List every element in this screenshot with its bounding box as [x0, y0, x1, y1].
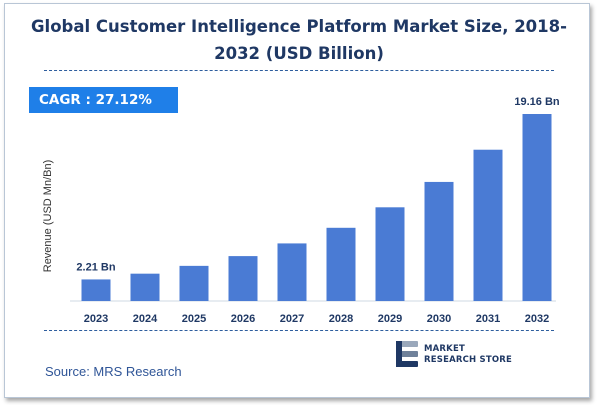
title-divider-top: [44, 70, 554, 71]
data-label-2023: 2.21 Bn: [76, 261, 115, 273]
x-tick-label: 2030: [427, 313, 451, 325]
x-tick-label: 2029: [378, 313, 402, 325]
chart-title: Global Customer Intelligence Platform Ma…: [31, 17, 567, 63]
brand-name: MARKET RESEARCH STORE: [424, 344, 512, 366]
x-tick-label: 2023: [84, 313, 108, 325]
bar-2032: [522, 114, 552, 301]
x-tick-label: 2027: [280, 313, 304, 325]
bar-2023: [81, 279, 111, 301]
market-research-store-logo-icon: [396, 341, 418, 367]
bar-2026: [228, 256, 258, 301]
brand-line-2: RESEARCH STORE: [424, 355, 513, 365]
bar-2027: [277, 243, 307, 301]
x-tick-label: 2024: [133, 313, 158, 325]
cagr-badge: CAGR : 27.12%: [29, 87, 178, 113]
brand-line-1: MARKET: [424, 344, 465, 354]
data-label-2032: 19.16 Bn: [514, 96, 560, 108]
axis-divider-bottom: [44, 330, 554, 331]
x-tick-label: 2031: [476, 313, 500, 325]
x-tick-label: 2028: [329, 313, 353, 325]
bar-2024: [130, 273, 160, 301]
x-tick-label: 2025: [182, 313, 206, 325]
bar-2029: [375, 207, 405, 301]
y-axis-label: Revenue (USD Mn/Bn): [42, 160, 54, 273]
x-tick-label: 2026: [231, 313, 255, 325]
source-text: Source: MRS Research: [45, 364, 182, 379]
bar-2030: [424, 181, 454, 301]
bar-2028: [326, 227, 356, 301]
bar-2025: [179, 265, 209, 301]
bar-2031: [473, 149, 503, 301]
x-tick-label: 2032: [525, 313, 549, 325]
